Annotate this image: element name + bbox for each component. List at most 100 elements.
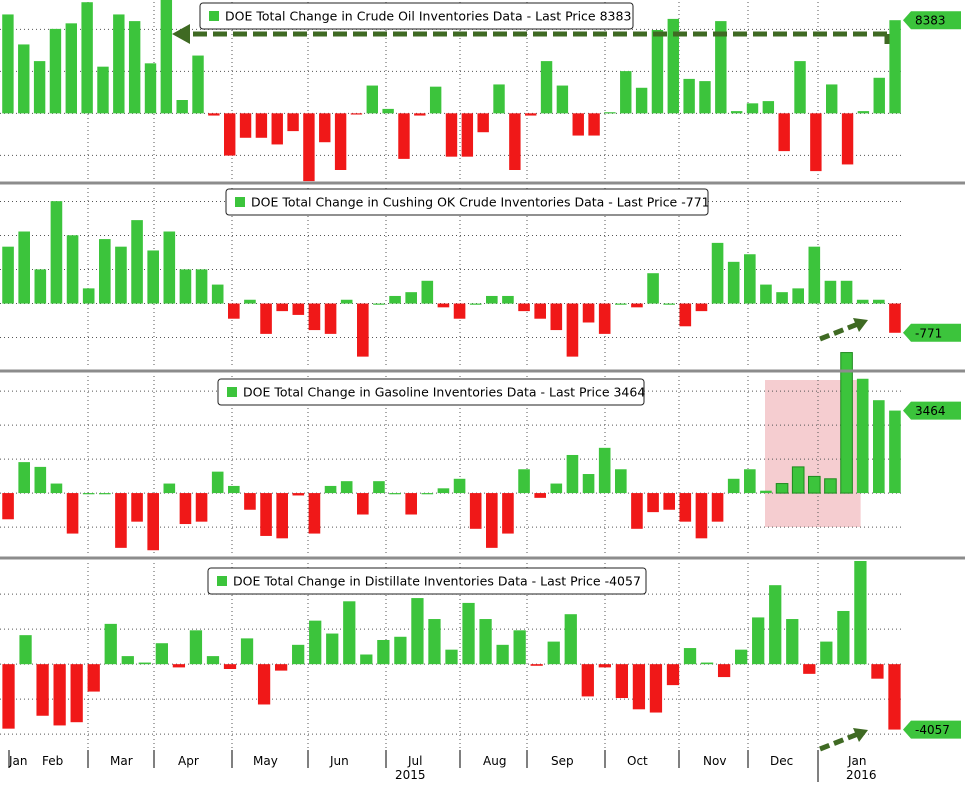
month-tick-label: Jun xyxy=(329,754,349,768)
bar xyxy=(462,602,475,665)
bar xyxy=(620,71,632,114)
bar xyxy=(437,303,450,308)
bar xyxy=(147,250,159,304)
bar xyxy=(792,288,804,304)
bar xyxy=(776,292,788,304)
month-tick-label: Sep xyxy=(551,754,574,768)
bar xyxy=(598,303,611,334)
bar xyxy=(292,644,305,665)
arrow-head xyxy=(853,728,868,742)
arrow-head xyxy=(853,318,868,332)
month-tick-label: Feb xyxy=(42,754,63,768)
legend-box xyxy=(217,378,645,406)
month-tick-label: Mar xyxy=(110,754,133,768)
bar xyxy=(651,30,664,114)
bar xyxy=(405,493,417,515)
bar xyxy=(631,303,643,308)
bar xyxy=(260,493,272,536)
bar xyxy=(744,469,756,494)
bar xyxy=(840,352,853,494)
bar xyxy=(414,113,426,116)
bar xyxy=(244,299,256,304)
bar xyxy=(711,242,724,304)
bar xyxy=(598,447,611,494)
bar xyxy=(394,636,407,665)
bar xyxy=(189,630,203,665)
bar xyxy=(534,303,546,319)
bar xyxy=(70,664,83,723)
bar xyxy=(635,87,648,114)
legend-label: DOE Total Change in Crude Oil Inventorie… xyxy=(225,9,631,24)
bar xyxy=(486,295,498,304)
bar xyxy=(65,23,77,114)
bar xyxy=(292,303,305,315)
bar xyxy=(695,303,708,312)
bar xyxy=(260,303,272,334)
bar xyxy=(163,483,176,494)
bar xyxy=(257,664,271,705)
bar xyxy=(453,478,466,494)
bar xyxy=(632,664,646,710)
last-price-label: -771 xyxy=(915,326,942,340)
bar xyxy=(857,111,870,114)
bar xyxy=(477,113,489,133)
bar xyxy=(244,493,256,510)
bar xyxy=(469,493,482,529)
bar xyxy=(679,303,692,327)
bar xyxy=(647,493,659,513)
bar xyxy=(604,112,616,114)
bar xyxy=(727,261,740,304)
bar xyxy=(192,55,204,114)
bar xyxy=(163,231,176,304)
month-tick-label: Apr xyxy=(178,754,199,768)
bar xyxy=(502,295,514,304)
bar xyxy=(663,493,675,510)
bar xyxy=(179,269,192,304)
bar xyxy=(588,113,600,136)
last-price-tag-bg xyxy=(903,720,961,739)
bar xyxy=(18,231,30,304)
bar xyxy=(389,295,401,304)
bar xyxy=(308,493,321,534)
month-tick-label: Jan xyxy=(847,754,867,768)
bar xyxy=(518,469,530,494)
bar xyxy=(502,493,514,534)
bar xyxy=(666,664,680,686)
bar xyxy=(82,288,95,304)
bar xyxy=(841,113,854,165)
bar xyxy=(663,303,675,305)
year-label-2016: 2016 xyxy=(846,768,877,782)
bar xyxy=(319,113,331,143)
bar xyxy=(856,299,869,304)
bar xyxy=(357,303,369,357)
legend-box xyxy=(199,2,634,30)
bar xyxy=(744,254,756,304)
bar xyxy=(649,664,663,713)
last-price-tag: -771 xyxy=(903,323,961,342)
bar xyxy=(97,66,109,114)
bar xyxy=(176,100,188,114)
month-tick-label: Dec xyxy=(770,754,793,768)
bar xyxy=(34,269,47,304)
bar xyxy=(769,585,782,665)
last-price-tag-bg xyxy=(903,11,961,30)
bar xyxy=(138,662,151,665)
bar xyxy=(775,483,789,494)
bar xyxy=(36,664,49,716)
bar xyxy=(357,493,369,515)
bar xyxy=(683,78,695,114)
bar xyxy=(453,303,466,319)
bar xyxy=(211,471,224,494)
bar xyxy=(730,111,743,114)
bar xyxy=(615,664,629,699)
bar xyxy=(598,664,611,668)
bar xyxy=(550,483,563,494)
bar xyxy=(873,299,885,304)
bar xyxy=(717,664,731,678)
last-price-tag: 3464 xyxy=(903,401,961,420)
arrow-shaft xyxy=(819,321,859,342)
bar xyxy=(382,108,394,114)
bar xyxy=(147,493,159,551)
legend-swatch xyxy=(227,387,237,397)
bar xyxy=(760,490,772,494)
